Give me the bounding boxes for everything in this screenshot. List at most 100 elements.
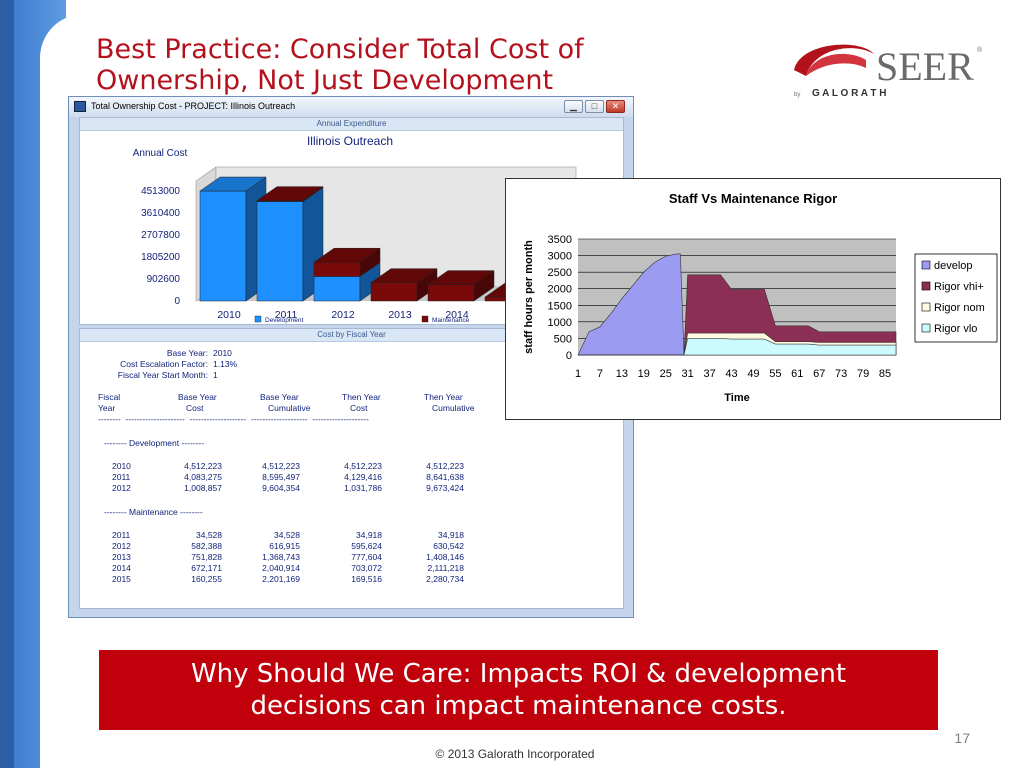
- legend-swatch: [921, 323, 931, 333]
- app-icon: [74, 101, 86, 112]
- page-number: 17: [954, 730, 970, 746]
- escalation-value: 1.13%: [213, 359, 238, 369]
- x-tick-label: 2011: [275, 309, 298, 321]
- header-rule: -------- --------------------- ---------…: [98, 414, 369, 424]
- minimize-button[interactable]: ▁: [564, 100, 583, 113]
- dev-row-base-cumulative: 9,604,354: [262, 483, 300, 493]
- bar-segment-development: [199, 176, 267, 302]
- maint-row-then-cumulative: 630,542: [433, 541, 464, 551]
- x-tick-label: 2013: [388, 309, 412, 321]
- maint-row-base-cumulative: 2,040,914: [262, 563, 300, 573]
- maint-row-then-cost: 34,918: [356, 530, 382, 540]
- x-tick-label: 25: [660, 368, 672, 380]
- window-title: Total Ownership Cost - PROJECT: Illinois…: [91, 101, 296, 111]
- staff-maintenance-chart: Staff Vs Maintenance Rigor 0 500 1000 1500 20…: [505, 178, 1001, 420]
- maintenance-section-label: -------- Maintenance --------: [104, 507, 203, 517]
- x-tick-label: 31: [682, 368, 694, 380]
- fy-start-label: Fiscal Year Start Month:: [117, 370, 208, 380]
- maint-row-base-cost: 751,828: [191, 552, 222, 562]
- maint-row-base-cumulative: 34,528: [274, 530, 300, 540]
- maint-row-base-cumulative: 616,915: [269, 541, 300, 551]
- logo-by-text: by: [794, 92, 800, 98]
- dev-row-base-cost: 1,008,857: [184, 483, 222, 493]
- x-tick-label: 37: [703, 368, 715, 380]
- x-tick-label: 2012: [331, 309, 355, 321]
- window-titlebar[interactable]: Total Ownership Cost - PROJECT: Illinois…: [69, 97, 633, 117]
- maint-row-base-cumulative: 2,201,169: [262, 574, 300, 584]
- area-series-rigor-vlo: [578, 338, 897, 356]
- dev-row-then-cost: 4,129,416: [344, 472, 382, 482]
- maint-row-base-cumulative: 1,368,743: [262, 552, 300, 562]
- maint-row-then-cost: 595,624: [351, 541, 382, 551]
- base-year-value: 2010: [213, 348, 232, 358]
- column-header: Year: [98, 403, 116, 413]
- legend-swatch: [921, 302, 931, 312]
- column-header: Base Year: [178, 392, 217, 402]
- column-header: Base Year: [260, 392, 299, 402]
- maint-row-year: 2012: [112, 541, 131, 551]
- dev-row-then-cost: 4,512,223: [344, 461, 382, 471]
- column-header: Then Year: [342, 392, 381, 402]
- dev-row-year: 2012: [112, 483, 131, 493]
- column-header: Cumulative: [268, 403, 311, 413]
- y-tick-label: 3500: [548, 234, 572, 246]
- legend-swatch: [421, 315, 429, 323]
- x-axis-label: Time: [724, 392, 749, 404]
- copyright-footer: © 2013 Galorath Incorporated: [435, 747, 595, 761]
- logo-swoosh-icon: [794, 44, 874, 76]
- maximize-icon: □: [591, 101, 598, 111]
- maint-row-base-cost: 582,388: [191, 541, 222, 551]
- maint-row-then-cumulative: 2,280,734: [426, 574, 464, 584]
- chart-title: Illinois Outreach: [307, 134, 393, 148]
- column-header: Cost: [350, 403, 368, 413]
- dev-row-base-cost: 4,512,223: [184, 461, 222, 471]
- y-tick-label: 0: [566, 350, 572, 362]
- maint-row-year: 2014: [112, 563, 131, 573]
- bar-segment-development: [256, 186, 324, 302]
- y-tick-label: 902600: [147, 274, 181, 285]
- slide-title: Best Practice: Consider Total Cost of Own…: [96, 34, 584, 96]
- maint-row-then-cost: 777,604: [351, 552, 382, 562]
- fy-start-value: 1: [213, 370, 218, 380]
- logo-company-text: G A L O R A T H: [812, 88, 886, 99]
- dev-row-then-cost: 1,031,786: [344, 483, 382, 493]
- maint-row-year: 2015: [112, 574, 131, 584]
- logo-brand-text: SEER: [876, 44, 974, 89]
- y-axis-label: staff hours per month: [523, 240, 535, 354]
- legend-label: Development: [265, 317, 303, 324]
- left-decor-band: [0, 0, 14, 768]
- maint-row-then-cumulative: 2,111,218: [427, 563, 464, 573]
- maint-row-then-cost: 169,516: [351, 574, 382, 584]
- column-header: Cost: [186, 403, 204, 413]
- maint-row-year: 2011: [112, 530, 131, 540]
- development-section-label: -------- Development --------: [104, 438, 205, 448]
- legend-label: Rigor vlo: [934, 323, 977, 335]
- maint-row-base-cost: 672,171: [191, 563, 222, 573]
- y-tick-label: 3610400: [141, 208, 180, 219]
- maint-row-then-cost: 703,072: [351, 563, 382, 573]
- y-tick-label: 4513000: [141, 186, 180, 197]
- y-tick-label: 0: [174, 296, 180, 307]
- close-button[interactable]: ✕: [606, 100, 625, 113]
- x-tick-label: 19: [638, 368, 650, 380]
- y-axis-label: Annual Cost: [133, 148, 188, 159]
- dev-row-then-cumulative: 8,641,638: [426, 472, 464, 482]
- close-icon: ✕: [611, 101, 620, 111]
- x-tick-label: 49: [747, 368, 759, 380]
- dev-row-base-cumulative: 8,595,497: [262, 472, 300, 482]
- x-tick-label: 79: [857, 368, 869, 380]
- y-tick-label: 2707800: [141, 230, 180, 241]
- base-year-label: Base Year:: [166, 348, 208, 358]
- x-tick-label: 2010: [217, 309, 241, 321]
- legend-label: Maintenance: [432, 317, 470, 324]
- escalation-label: Cost Escalation Factor:: [120, 359, 208, 369]
- maximize-button[interactable]: □: [585, 100, 604, 113]
- y-tick-label: 1500: [548, 300, 572, 312]
- x-tick-label: 67: [813, 368, 825, 380]
- legend-label: Rigor vhi+: [934, 281, 984, 293]
- x-tick-label: 7: [597, 368, 603, 380]
- dev-row-year: 2011: [112, 472, 131, 482]
- legend-swatch: [921, 260, 931, 270]
- minimize-icon: ▁: [570, 101, 577, 111]
- maint-row-then-cumulative: 1,408,146: [426, 552, 464, 562]
